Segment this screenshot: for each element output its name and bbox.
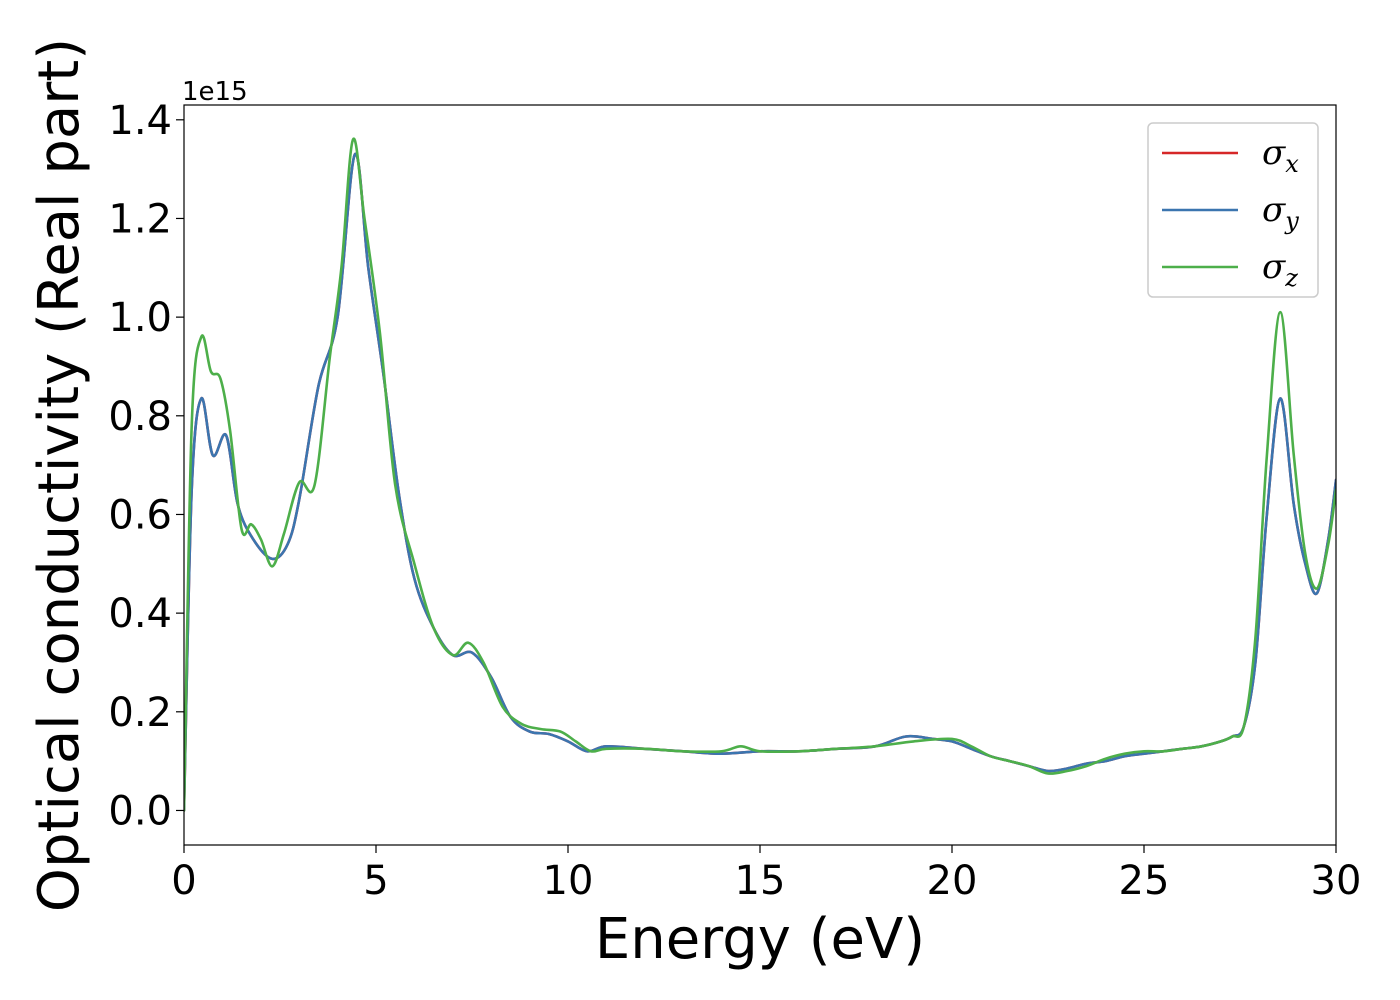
legend-label-x: σx <box>1262 133 1299 178</box>
y-axis-label: Optical conductivity (Real part) <box>27 38 92 912</box>
y-tick-label: 0.4 <box>108 591 172 637</box>
legend: σx σy σz <box>1147 122 1319 298</box>
x-tick-label: 10 <box>543 858 594 904</box>
x-tick-label: 5 <box>363 858 388 904</box>
y-tick-label: 0.6 <box>108 492 172 538</box>
legend-label-z: σz <box>1262 247 1298 292</box>
x-tick-label: 0 <box>171 858 196 904</box>
x-axis-label: Energy (eV) <box>595 907 925 972</box>
x-tick-label: 15 <box>735 858 786 904</box>
y-axis-ticks: 0.0 0.2 0.4 0.6 0.8 1.0 1.2 1.4 <box>108 98 184 834</box>
y-tick-label: 0.2 <box>108 690 172 736</box>
x-tick-label: 20 <box>927 858 978 904</box>
y-tick-label: 1.2 <box>108 196 172 242</box>
series-layer <box>184 137 1336 812</box>
legend-label-y: σy <box>1262 190 1299 235</box>
x-tick-label: 25 <box>1119 858 1170 904</box>
x-axis-ticks: 0 5 10 15 20 25 30 <box>171 845 1361 904</box>
y-tick-label: 0.0 <box>108 788 172 834</box>
series-line-z <box>184 137 1336 812</box>
y-tick-label: 1.4 <box>108 98 172 144</box>
x-tick-label: 30 <box>1311 858 1362 904</box>
y-tick-label: 1.0 <box>108 295 172 341</box>
y-tick-label: 0.8 <box>108 394 172 440</box>
y-offset-label: 1e15 <box>182 77 248 107</box>
plot-background <box>184 105 1336 845</box>
